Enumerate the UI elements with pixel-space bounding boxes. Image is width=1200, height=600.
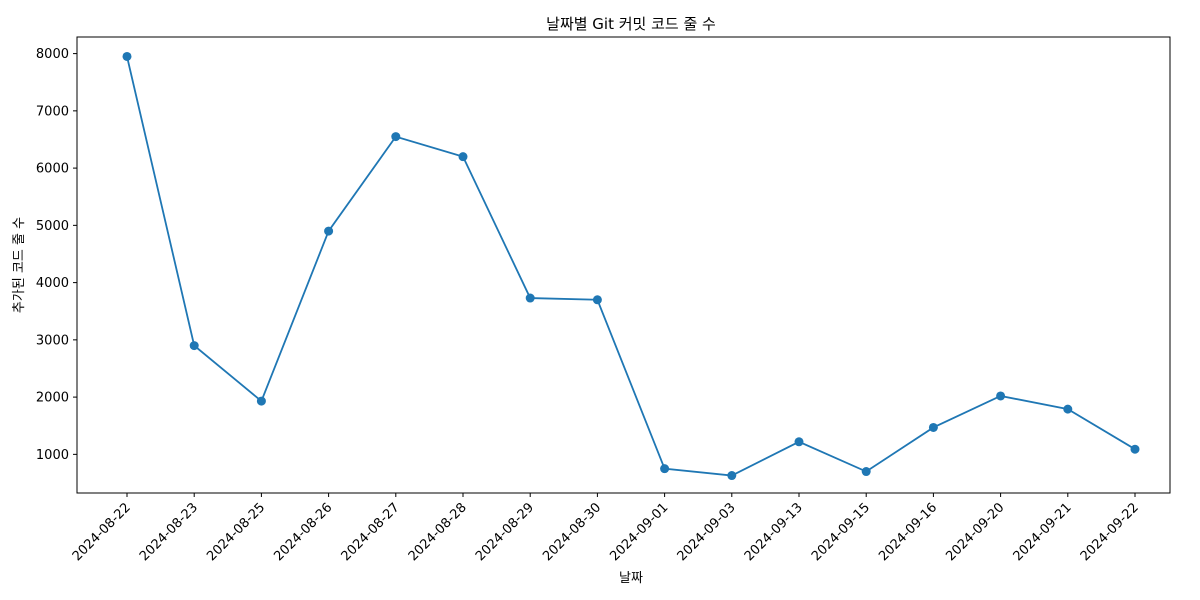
- x-axis-ticks: 2024-08-22 2024-08-23 2024-08-25 2024-08-26…: [70, 493, 1142, 564]
- y-tick-label: 8000: [36, 47, 69, 62]
- data-point: [189, 341, 199, 351]
- y-tick-label: 3000: [36, 333, 69, 348]
- x-tick-label: 2024-08-25: [204, 500, 268, 564]
- x-tick-label: 2024-08-23: [137, 500, 201, 564]
- chart-title: 날짜별 Git 커밋 코드 줄 수: [546, 15, 716, 33]
- x-tick-label: 2024-08-26: [271, 500, 335, 564]
- x-axis-title: 날짜: [619, 571, 643, 586]
- x-tick-label: 2024-08-27: [339, 500, 403, 564]
- x-tick-label: 2024-08-28: [406, 500, 470, 564]
- y-tick-label: 5000: [36, 219, 69, 234]
- x-tick-label: 2024-09-15: [809, 500, 873, 564]
- x-tick-label: 2024-09-13: [742, 500, 806, 564]
- y-tick-label: 4000: [36, 276, 69, 291]
- x-tick-label: 2024-09-20: [943, 500, 1007, 564]
- series-line: [126, 56, 1136, 477]
- data-point: [391, 132, 401, 142]
- data-point: [794, 437, 804, 447]
- data-point: [996, 391, 1006, 401]
- data-point: [592, 295, 602, 305]
- data-point: [727, 471, 737, 481]
- x-tick-label: 2024-09-03: [675, 500, 739, 564]
- y-tick-label: 6000: [36, 162, 69, 177]
- data-point: [525, 293, 535, 303]
- data-point: [1130, 444, 1140, 454]
- x-tick-label: 2024-09-21: [1011, 500, 1075, 564]
- y-tick-label: 2000: [36, 391, 69, 406]
- data-point: [861, 467, 871, 477]
- x-tick-label: 2024-09-16: [876, 500, 940, 564]
- data-point: [928, 422, 938, 432]
- series-points: [122, 51, 1140, 481]
- plot-area-frame: [76, 36, 1171, 494]
- data-point: [660, 464, 670, 474]
- y-axis-title: 추가된 코드 줄 수: [12, 217, 27, 313]
- data-point: [1063, 404, 1073, 414]
- y-axis-ticks: 1000 2000 3000 4000 5000 6000 7000 8000: [36, 47, 77, 463]
- data-point: [256, 396, 266, 406]
- x-tick-label: 2024-08-29: [473, 500, 537, 564]
- data-point: [122, 51, 132, 61]
- data-point: [324, 226, 334, 236]
- x-tick-label: 2024-09-01: [607, 500, 671, 564]
- x-tick-label: 2024-08-30: [540, 500, 604, 564]
- x-tick-label: 2024-09-22: [1078, 500, 1142, 564]
- y-tick-label: 1000: [36, 448, 69, 463]
- y-tick-label: 7000: [36, 104, 69, 119]
- data-point: [458, 152, 468, 162]
- x-tick-label: 2024-08-22: [70, 500, 134, 564]
